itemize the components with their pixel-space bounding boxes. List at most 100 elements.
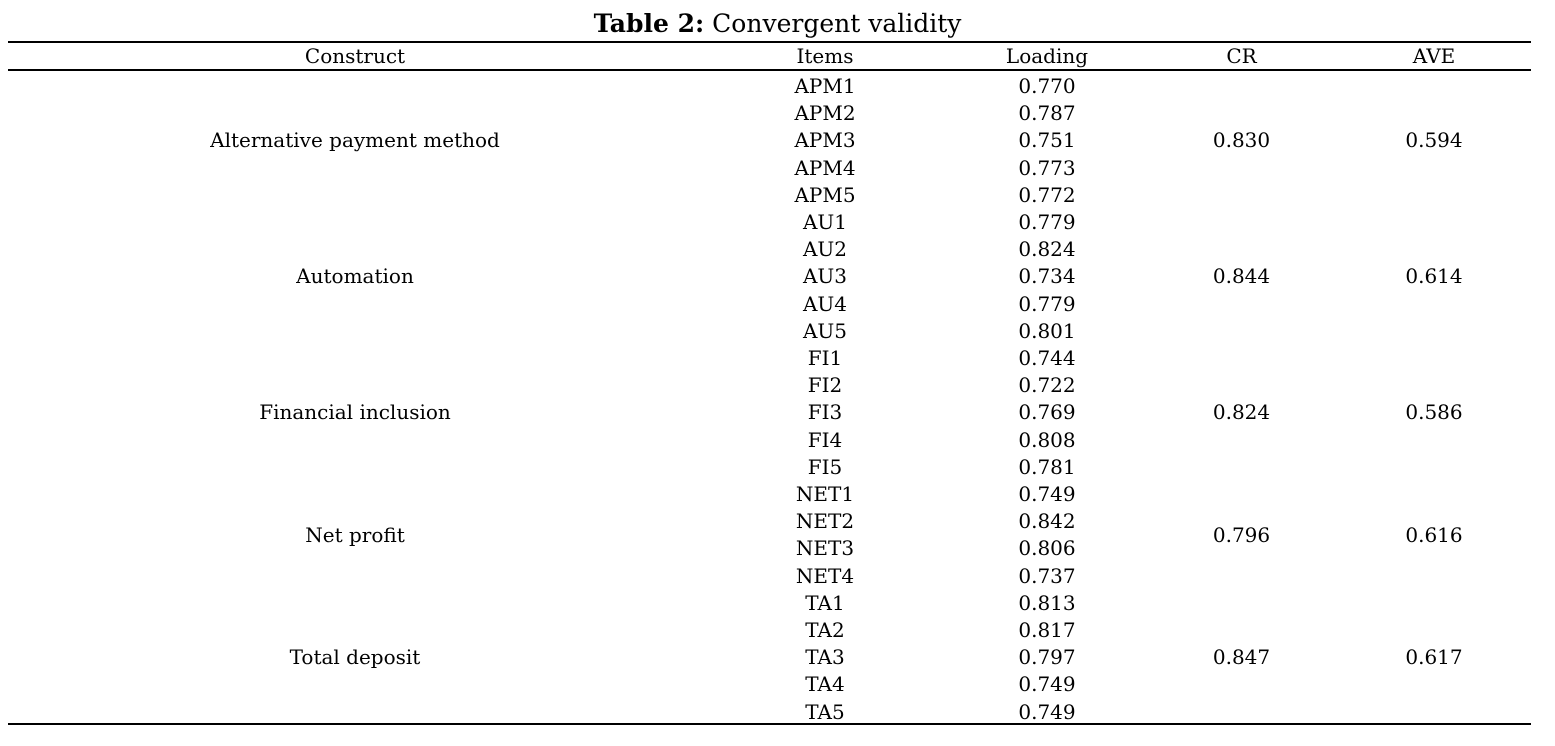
header-construct: Construct: [304, 44, 406, 68]
cr-cell: 0.796: [1212, 522, 1271, 547]
item-cell: NET4: [795, 563, 855, 588]
ave-cell: 0.614: [1405, 264, 1463, 289]
table-caption: Table 2: Convergent validity: [0, 8, 1555, 40]
item-cell: AU2: [802, 237, 848, 262]
convergent-validity-table: Construct Items Loading CR AVE Alternati…: [8, 43, 1531, 726]
ave-cell: 0.594: [1405, 128, 1463, 153]
table-row: Total deposit TA1 0.813 0.847 0.617: [8, 590, 1531, 669]
header-rule: [8, 69, 1531, 71]
loading-cell: 0.770: [1018, 74, 1076, 98]
item-cell: AU1: [802, 210, 848, 235]
item-cell: TA3: [805, 645, 845, 670]
table-caption-text: Convergent validity: [712, 9, 962, 38]
table-row: FI5 0.781: [8, 454, 1531, 481]
loading-cell: 0.749: [1018, 672, 1076, 697]
table-row: FI3 0.769: [8, 399, 1531, 426]
loading-cell: 0.797: [1018, 645, 1076, 670]
table-row: Financial inclusion FI1 0.744 0.824 0.586: [8, 345, 1531, 424]
item-cell: TA2: [805, 618, 845, 643]
loading-cell: 0.737: [1018, 563, 1076, 588]
ave-cell: 0.586: [1405, 400, 1463, 425]
item-cell: AU4: [802, 291, 848, 316]
table-row: NET4 0.737: [8, 563, 1531, 590]
table-row: TA4 0.749: [8, 671, 1531, 698]
table-header: Construct Items Loading CR AVE: [8, 43, 1531, 69]
loading-cell: 0.749: [1018, 699, 1076, 724]
item-cell: NET2: [795, 509, 855, 534]
cr-cell: 0.824: [1212, 400, 1271, 425]
loading-cell: 0.779: [1018, 210, 1076, 235]
table-row: APM4 0.773: [8, 155, 1531, 182]
table-row: Net profit NET1 0.749 0.796 0.616: [8, 481, 1531, 547]
table-row: APM5 0.772: [8, 182, 1531, 209]
item-cell: APM4: [794, 155, 856, 180]
loading-cell: 0.842: [1018, 509, 1076, 534]
header-loading: Loading: [1005, 44, 1089, 68]
ave-cell: 0.617: [1405, 645, 1463, 670]
loading-cell: 0.722: [1018, 373, 1076, 398]
top-rule: [8, 41, 1531, 43]
loading-cell: 0.808: [1018, 427, 1076, 452]
loading-cell: 0.787: [1018, 101, 1076, 126]
construct-cell: Financial inclusion: [259, 400, 451, 425]
item-cell: APM1: [794, 74, 856, 98]
item-cell: AU3: [802, 264, 848, 289]
loading-cell: 0.734: [1018, 264, 1076, 289]
table-row: AU2 0.824: [8, 236, 1531, 263]
table-row: AU4 0.779: [8, 291, 1531, 318]
loading-cell: 0.749: [1018, 482, 1076, 507]
table-row: TA5 0.749: [8, 699, 1531, 726]
table-row: APM3 0.751: [8, 127, 1531, 154]
item-cell: TA4: [805, 672, 845, 697]
loading-cell: 0.813: [1018, 590, 1076, 615]
construct-cell: Alternative payment method: [210, 128, 500, 153]
table-row: NET3 0.806: [8, 535, 1531, 562]
item-cell: APM2: [794, 101, 856, 126]
table-row: FI2 0.722: [8, 372, 1531, 399]
item-cell: FI3: [807, 400, 843, 425]
header-row: Construct Items Loading CR AVE: [8, 43, 1531, 69]
bottom-rule: [8, 723, 1531, 725]
item-cell: APM5: [794, 182, 856, 207]
loading-cell: 0.824: [1018, 237, 1076, 262]
table-row: NET2 0.842: [8, 508, 1531, 535]
construct-cell: Total deposit: [289, 645, 421, 670]
table-body: Alternative payment method APM1 0.770 0.830…: [8, 69, 1531, 726]
cr-cell: 0.844: [1212, 264, 1271, 289]
loading-cell: 0.769: [1018, 400, 1076, 425]
table-row: TA2 0.817: [8, 617, 1531, 644]
loading-cell: 0.772: [1018, 182, 1076, 207]
item-cell: TA1: [805, 590, 845, 615]
table-row: APM2 0.787: [8, 100, 1531, 127]
table-caption-label: Table 2:: [593, 9, 705, 38]
loading-cell: 0.773: [1018, 155, 1076, 180]
item-cell: FI5: [807, 454, 843, 479]
header-cr: CR: [1226, 44, 1257, 68]
table-row: Automation AU1 0.779 0.844 0.614: [8, 209, 1531, 288]
header-ave: AVE: [1412, 44, 1456, 68]
item-cell: FI2: [807, 373, 843, 398]
loading-cell: 0.781: [1018, 454, 1076, 479]
table-row: FI4 0.808: [8, 427, 1531, 454]
table-row: AU3 0.734: [8, 263, 1531, 290]
item-cell: AU5: [802, 318, 848, 343]
item-cell: APM3: [794, 128, 856, 153]
item-cell: TA5: [805, 699, 845, 724]
loading-cell: 0.751: [1018, 128, 1076, 153]
ave-cell: 0.616: [1405, 522, 1463, 547]
loading-cell: 0.806: [1018, 536, 1076, 561]
header-items: Items: [796, 44, 854, 68]
table-row: AU5 0.801: [8, 318, 1531, 345]
construct-cell: Automation: [296, 264, 414, 289]
item-cell: FI1: [807, 346, 843, 371]
cr-cell: 0.830: [1212, 128, 1271, 153]
construct-cell: Net profit: [305, 522, 405, 547]
loading-cell: 0.817: [1018, 618, 1076, 643]
item-cell: NET3: [795, 536, 855, 561]
item-cell: NET1: [795, 482, 855, 507]
loading-cell: 0.779: [1018, 291, 1076, 316]
loading-cell: 0.744: [1018, 346, 1076, 371]
table-row: Alternative payment method APM1 0.770 0.830…: [8, 73, 1531, 152]
item-cell: FI4: [807, 427, 843, 452]
loading-cell: 0.801: [1018, 318, 1076, 343]
